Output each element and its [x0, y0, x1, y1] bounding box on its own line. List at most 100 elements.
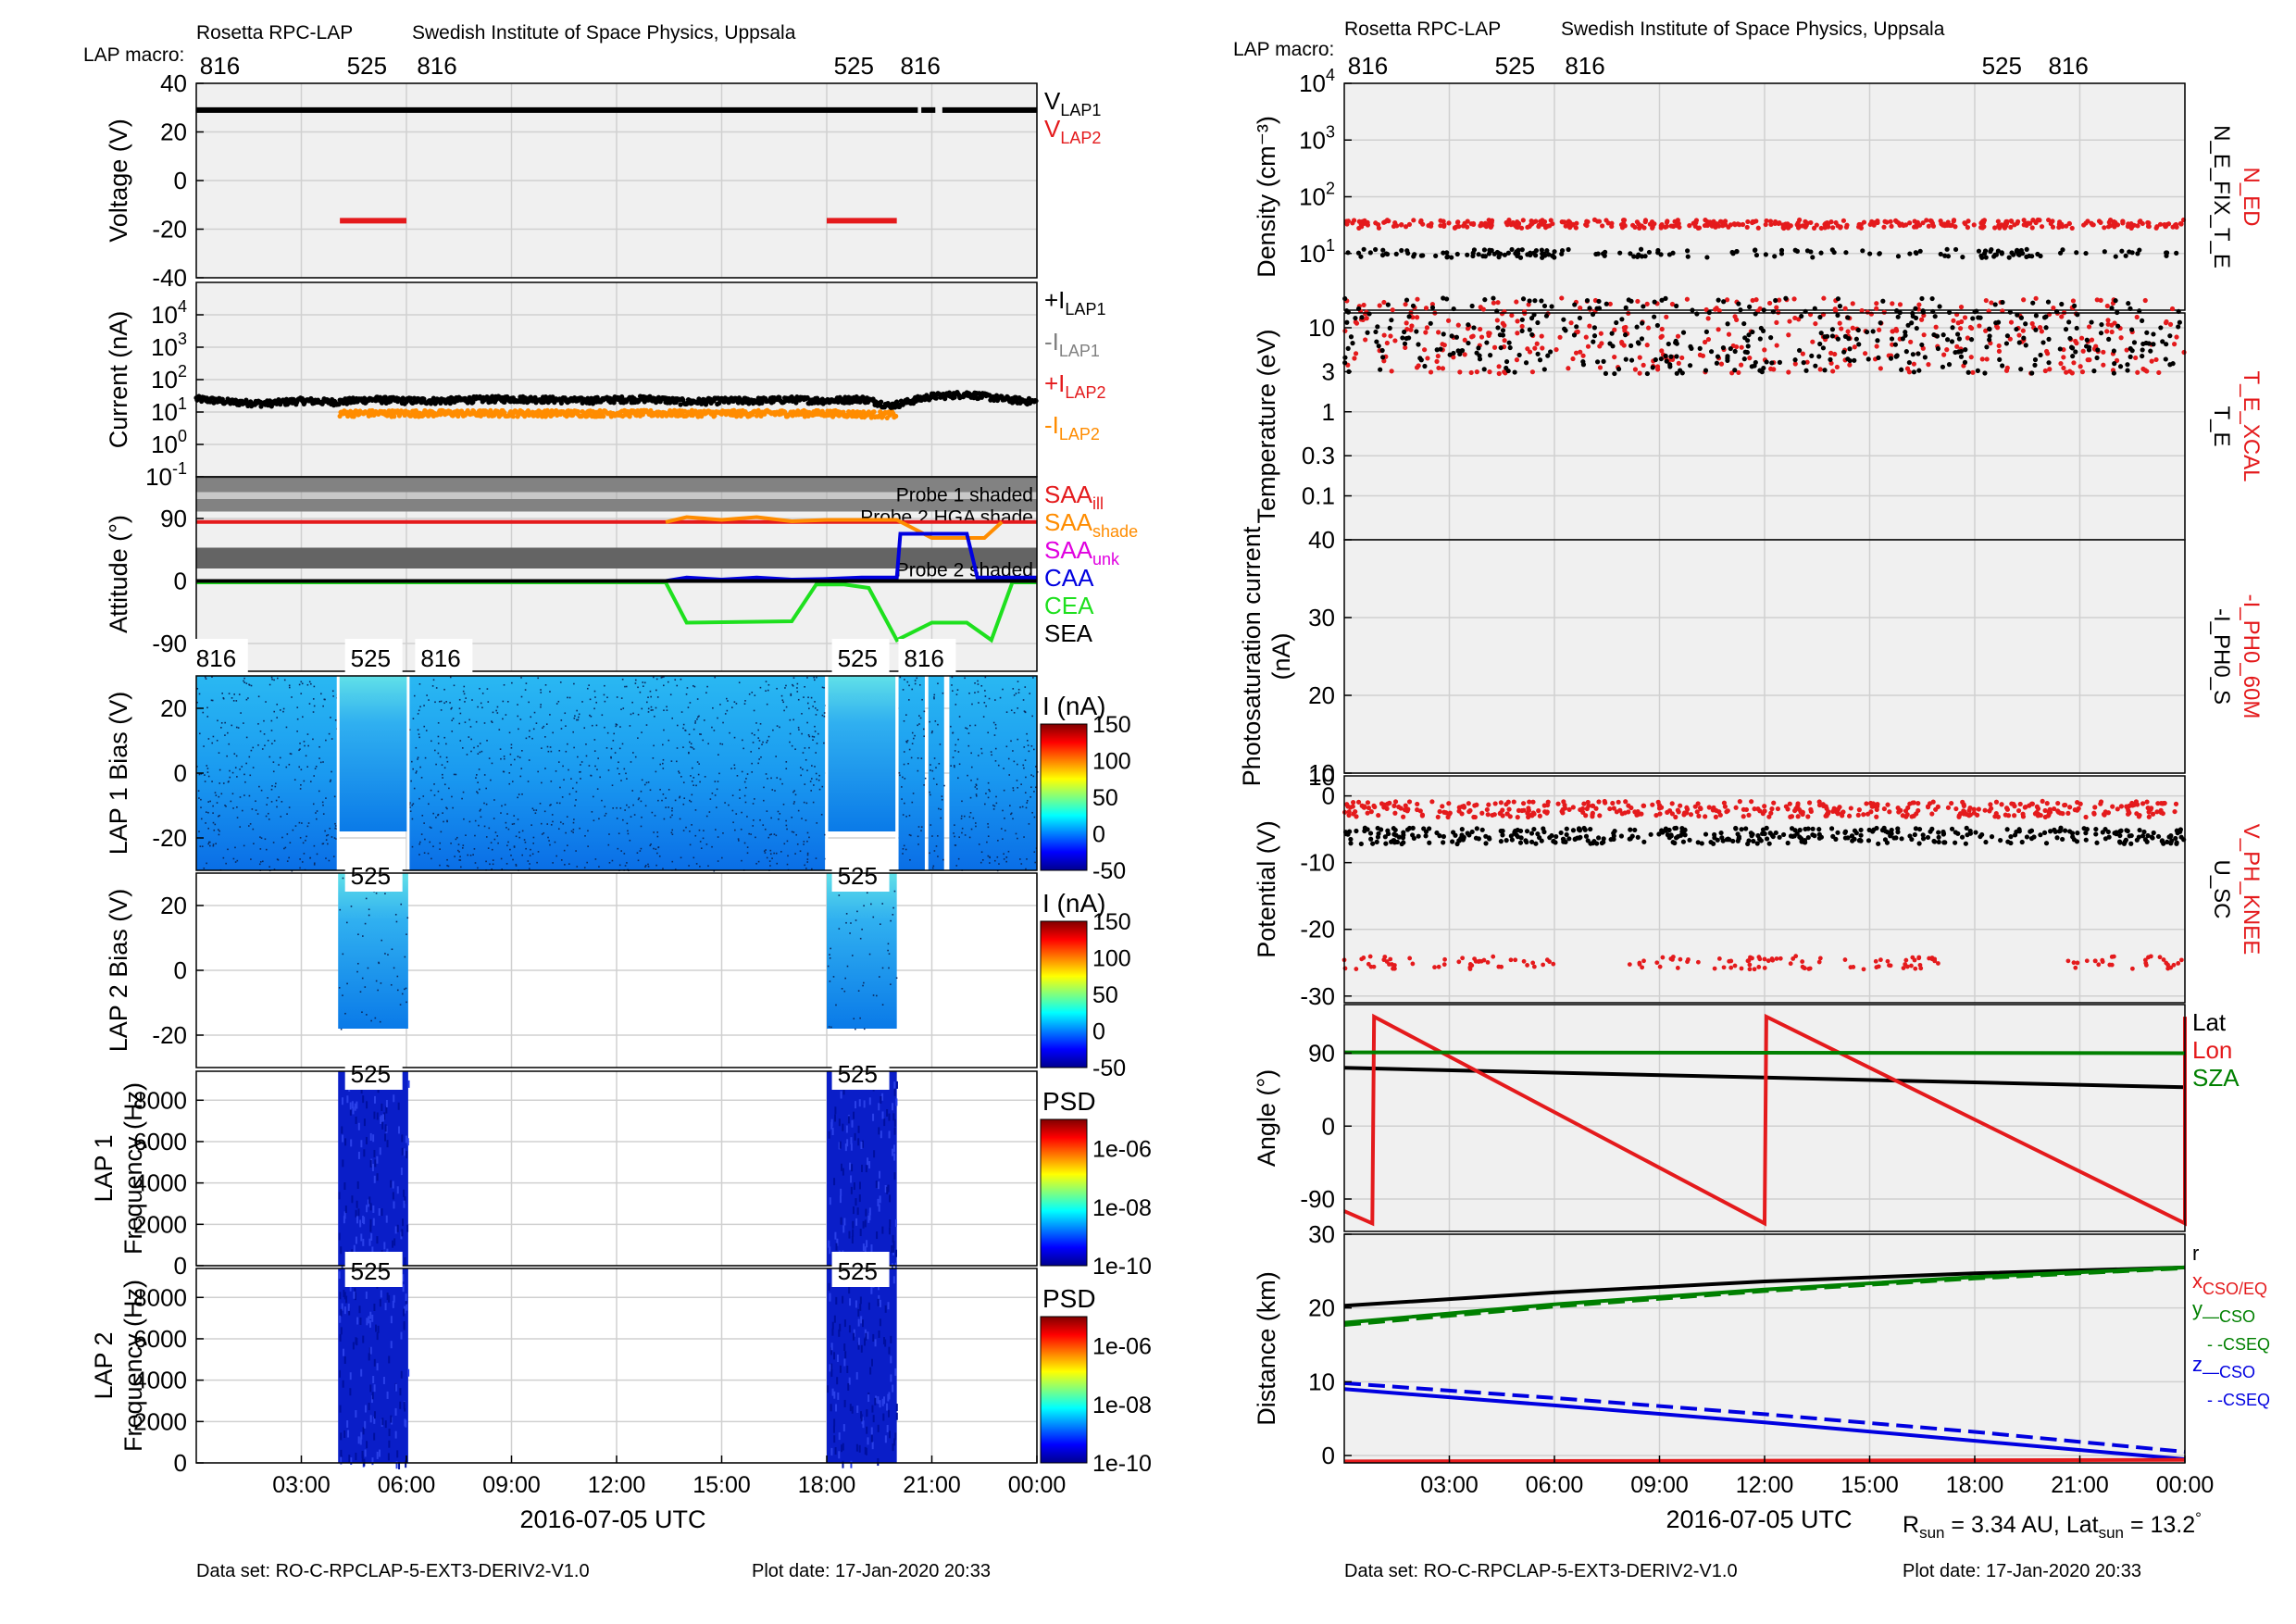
lap2_freq-spectrum-texture: [395, 1383, 398, 1392]
lap1_bias-bias-texture: [814, 725, 816, 728]
lap2_freq-spectrum-texture: [857, 1342, 860, 1350]
lap1_bias-bias-texture: [205, 811, 207, 813]
lap1_bias-bias-texture: [815, 772, 817, 775]
density-series-n-ed: [2105, 224, 2112, 230]
lap1_bias-bias-texture: [776, 777, 779, 779]
lap1_bias-bias-texture: [703, 719, 705, 721]
lap1_bias-bias-texture: [430, 789, 432, 792]
lap1_bias-bias-texture: [215, 794, 218, 796]
lap1_bias-bias-texture: [221, 693, 223, 694]
density-series-n-e-fix-t-e: [1628, 251, 1633, 256]
lap1_bias-bias-texture: [628, 806, 630, 808]
lap1_bias-bias-texture: [768, 833, 771, 836]
lap2_freq-spectrum-texture: [384, 1420, 387, 1429]
lap1_bias-bias-texture: [439, 756, 442, 758]
lap1_bias-bias-texture: [669, 816, 672, 818]
lap1_freq-spectrum-texture: [853, 1182, 855, 1191]
lap1_bias-bias-texture: [218, 752, 220, 754]
density-series-n-ed: [1992, 225, 1998, 231]
lap2_freq-spectrum-texture: [343, 1430, 346, 1438]
density-series-n-ed: [1518, 225, 1525, 231]
lap1_bias-bias-texture: [698, 829, 701, 831]
lap1_bias-bias-texture: [409, 810, 412, 813]
lap1_bias-bias-texture: [451, 706, 453, 709]
lap1_freq-spectrum-texture: [841, 1163, 843, 1171]
density-series-n-e-fix-t-e: [1491, 251, 1497, 256]
lap1_bias-bias-texture: [333, 795, 336, 798]
density-right-label: N_E_FIX_T_E: [2209, 125, 2234, 269]
lap1_freq-spectrum-texture: [895, 1098, 898, 1106]
lap1_bias-bias-texture: [447, 865, 450, 868]
lap2_freq-ytick-label: 2000: [133, 1407, 187, 1435]
lap1_bias-bias-texture: [244, 781, 246, 783]
lap1_bias-bias-texture: [1015, 693, 1017, 694]
lap1_bias-bias-texture: [795, 833, 797, 836]
temperature-series-t-e-xcal: [1502, 338, 1507, 344]
lap2_freq-spectrum-texture: [390, 1316, 393, 1324]
lap1_bias-bias-texture: [270, 676, 273, 679]
lap1_freq-spectrum-texture: [360, 1233, 363, 1242]
lap1_freq-spectrum-texture: [853, 1111, 855, 1119]
lap1_bias-bias-texture: [641, 779, 643, 781]
lap1_bias-bias-texture: [992, 808, 995, 810]
lap1_bias-bias-texture: [594, 858, 597, 860]
lap1_bias-bias-texture: [811, 868, 813, 870]
lap1_bias-bias-texture: [1017, 692, 1020, 693]
lap1_bias-bias-texture: [770, 817, 772, 819]
lap2_bias-bias-texture: [338, 987, 341, 989]
lap1_bias-bias-texture: [707, 865, 709, 868]
lap2_bias-bias-texture: [375, 892, 378, 894]
lap1_bias-bias-texture: [206, 768, 209, 769]
lap1_bias-bias-texture: [598, 866, 600, 868]
temperature-series-t-e-xcal: [2174, 334, 2179, 340]
lap1_bias-bias-texture: [563, 779, 565, 781]
lap2_bias-bias-texture: [404, 988, 406, 991]
lap1_bias-bias-texture: [682, 723, 685, 726]
lap2_freq-spectrum-texture: [850, 1460, 853, 1468]
lap1_bias-bias-texture: [459, 859, 462, 861]
density-series-n-ed: [1872, 219, 1878, 225]
lap1_bias-bias-texture: [804, 783, 806, 785]
lap1_bias-bias-texture: [626, 822, 629, 825]
lap1_bias-bias-texture: [238, 693, 241, 695]
lap1_freq-spectrum-texture: [851, 1236, 854, 1244]
lap2_freq-spectrum-texture: [342, 1380, 344, 1388]
lap1_freq-spectrum-texture: [836, 1238, 839, 1246]
lap1_bias-bias-texture: [923, 710, 926, 713]
density-series-n-e-fix-t-e: [1533, 253, 1539, 258]
temperature-series-t-e-xcal: [1599, 341, 1604, 346]
lap1_bias-bias-texture: [917, 835, 919, 838]
temperature-series-t-e-xcal: [1862, 351, 1868, 356]
lap2_bias-bias-texture: [827, 965, 830, 968]
temperature-series-t-e-xcal: [1527, 349, 1533, 355]
lap1_bias-bias-texture: [618, 747, 621, 750]
lap1_bias-bias-texture: [975, 822, 977, 824]
lap2_freq-spectrum-texture: [366, 1441, 368, 1449]
lap2_freq-spectrum-texture: [871, 1405, 874, 1413]
lap2_freq-spectrum-texture: [388, 1294, 391, 1303]
lap1_bias-bias-texture: [332, 695, 334, 697]
lap1_bias-bias-texture: [552, 820, 554, 823]
density-series-n-e-fix-t-e: [1753, 247, 1758, 253]
lap1_bias-bias-texture: [409, 806, 411, 808]
lap1_freq-spectrum-texture: [878, 1204, 880, 1212]
lap2_bias-bias-texture: [356, 970, 358, 973]
lap1_bias-bias-texture: [533, 711, 536, 714]
density-series-n-e-fix-t-e: [2057, 250, 2064, 256]
lap1_bias-bias-texture: [974, 692, 976, 693]
lap1_bias-525-block: [338, 676, 408, 831]
lap1_bias-bias-texture: [213, 829, 216, 831]
lap1_freq-spectrum-texture: [892, 1241, 895, 1249]
lap1_bias-bias-texture: [306, 835, 307, 838]
lap1_bias-bias-texture: [998, 863, 1000, 865]
lap1_bias-bias-texture: [650, 709, 653, 711]
lap1_bias-bias-texture: [940, 817, 942, 819]
lap2_freq-spectrum-texture: [884, 1305, 887, 1313]
lap1_freq-spectrum-texture: [862, 1220, 865, 1229]
lap1_freq-spectrum-texture: [870, 1243, 873, 1252]
lap1_bias-bias-texture: [731, 706, 733, 708]
current-series--i-lap2: [351, 414, 356, 419]
lap1_bias-bias-texture: [607, 769, 610, 771]
lap1_bias-bias-texture: [976, 778, 979, 781]
